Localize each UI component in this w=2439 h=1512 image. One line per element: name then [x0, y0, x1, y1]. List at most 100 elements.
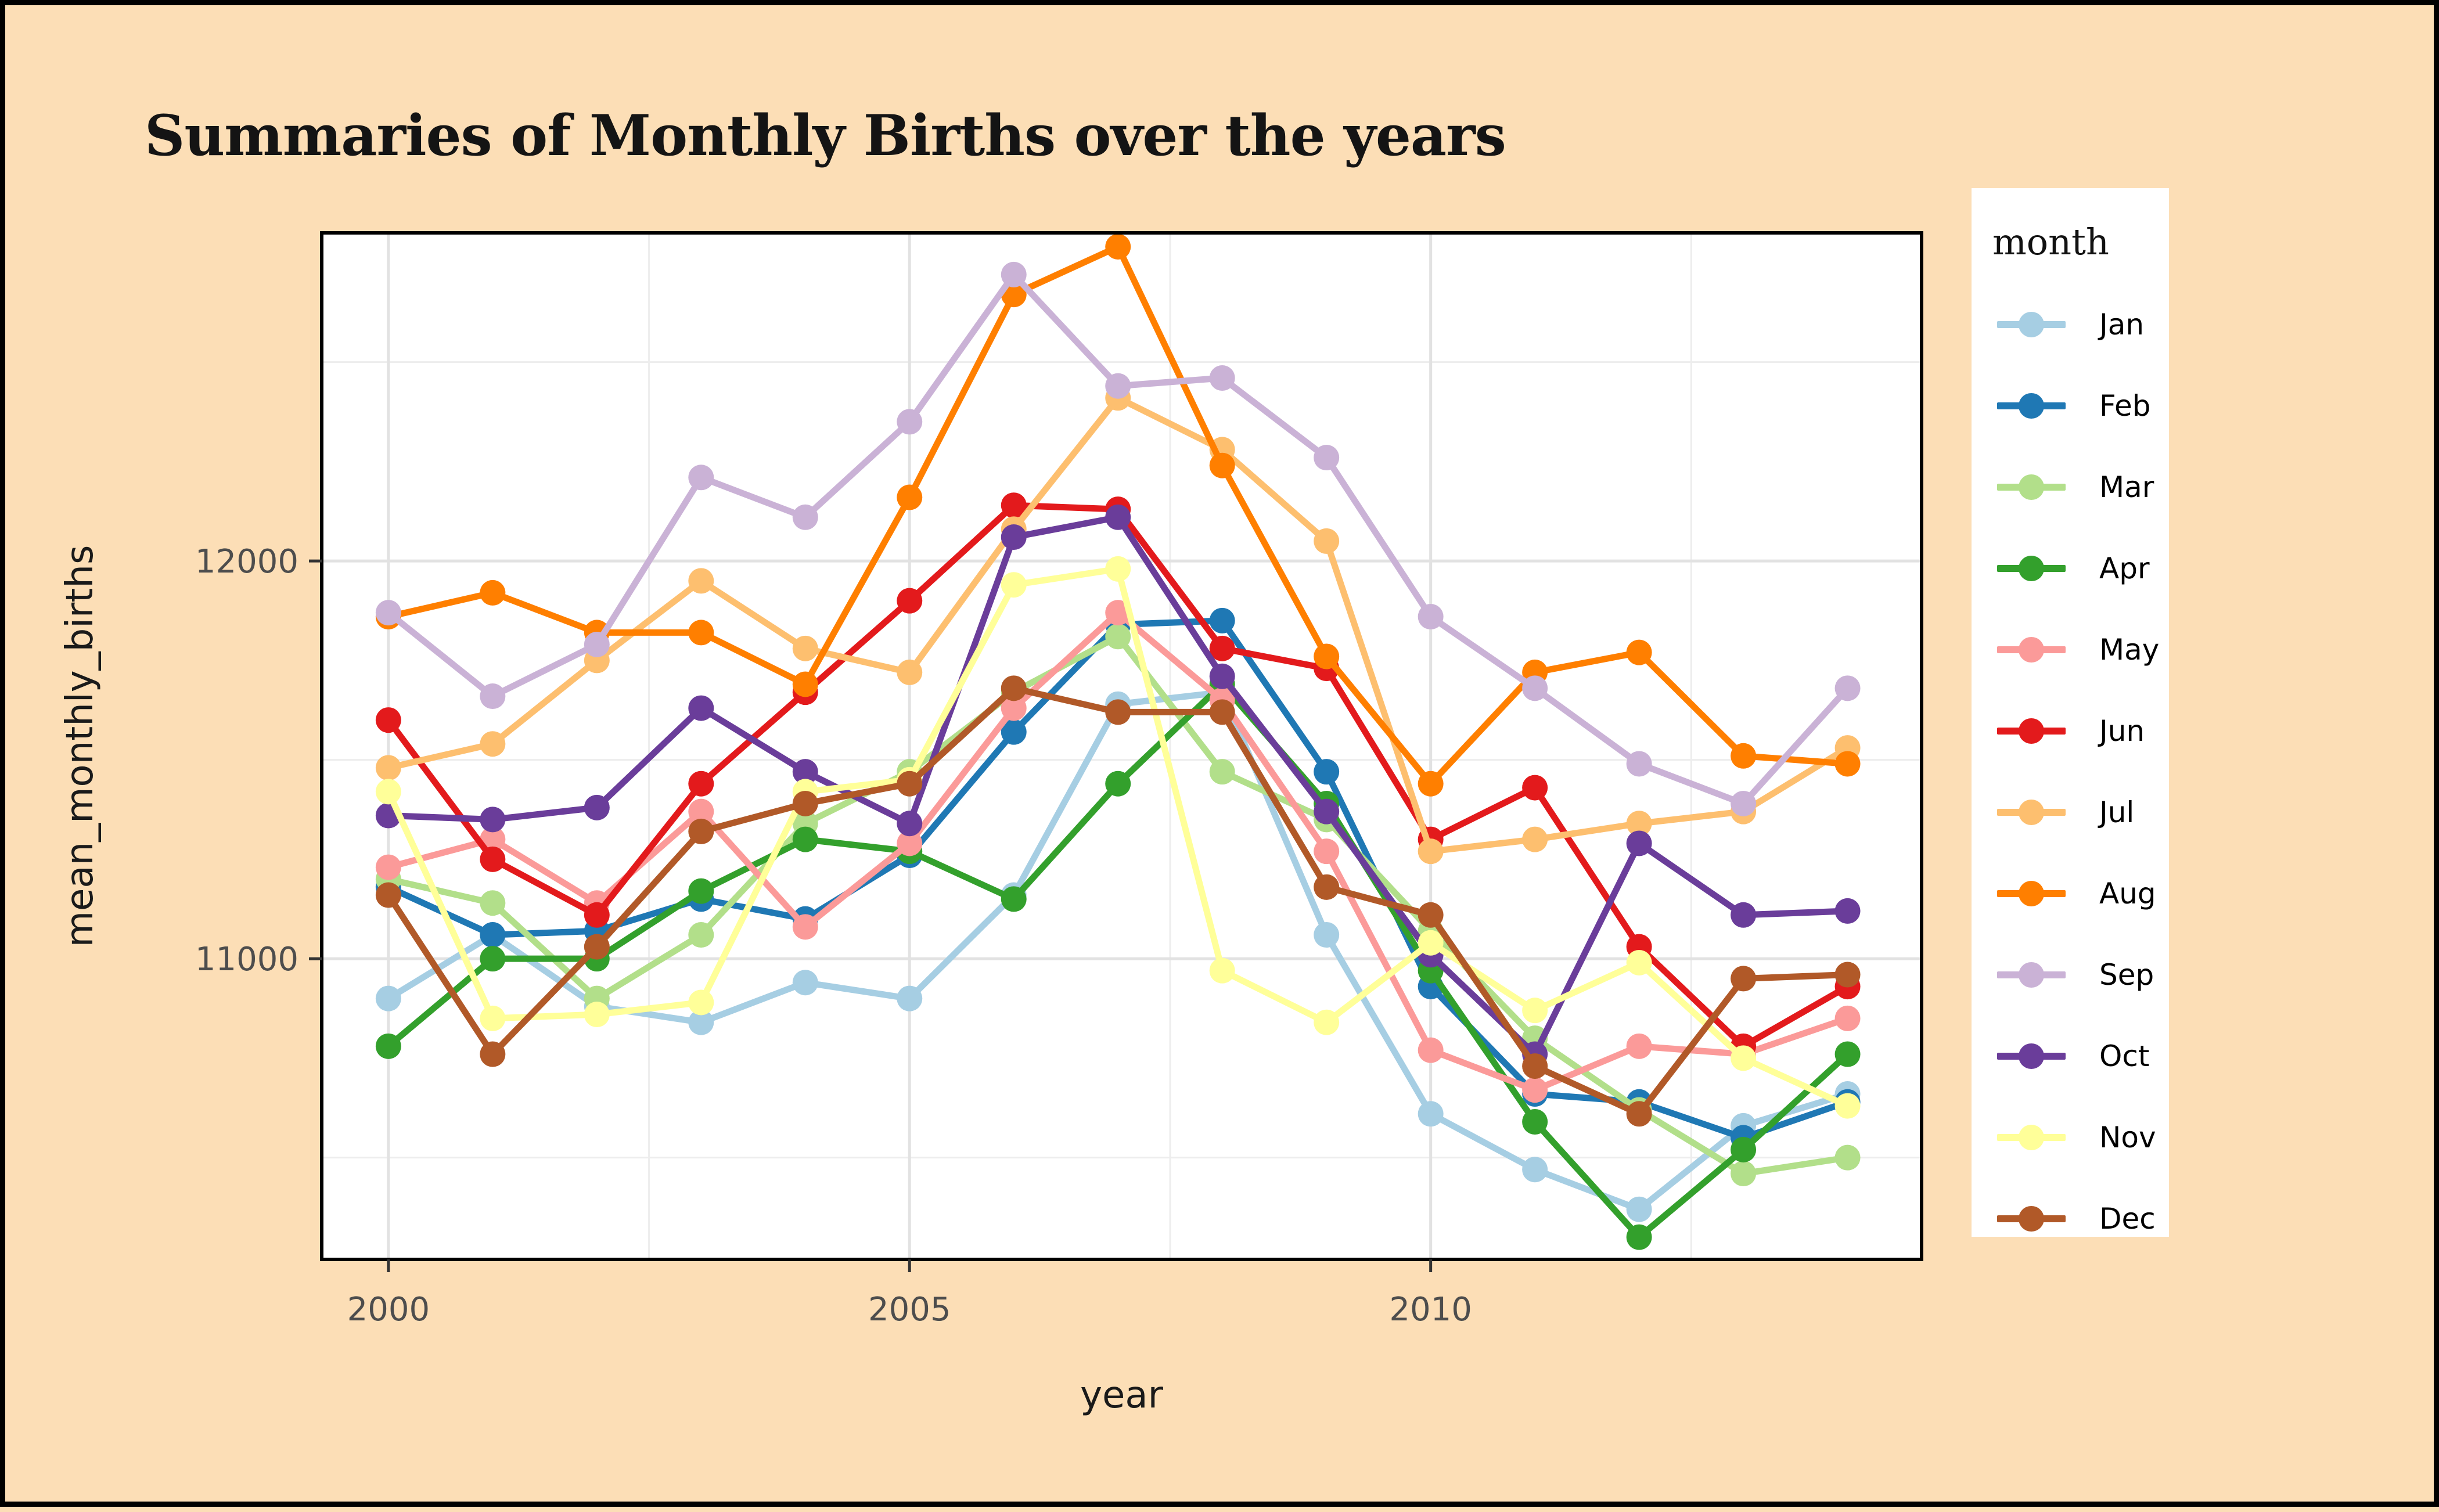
series-point-jun — [897, 588, 923, 614]
y-axis-title: mean_monthly_births — [59, 545, 102, 948]
legend-item-label: Jul — [2099, 795, 2135, 829]
series-point-sep — [480, 683, 506, 710]
series-point-nov — [480, 1005, 506, 1031]
series-point-nov — [1314, 1009, 1340, 1035]
series-point-jan — [1626, 1196, 1652, 1222]
legend-item-label: Oct — [2099, 1039, 2150, 1073]
legend-item-label: Nov — [2099, 1121, 2156, 1154]
series-point-jul — [792, 635, 818, 661]
series-point-jan — [688, 1009, 714, 1035]
series-point-apr — [480, 946, 506, 972]
legend-key-icon — [1997, 772, 2066, 853]
series-point-dec — [1314, 874, 1340, 900]
series-point-jul — [1626, 811, 1652, 837]
chart-title: Summaries of Monthly Births over the yea… — [145, 103, 1506, 168]
series-point-apr — [1731, 1136, 1757, 1162]
series-point-dec — [1418, 902, 1444, 928]
series-point-mar — [1209, 759, 1235, 785]
series-point-apr — [375, 1033, 401, 1059]
series-point-may — [1105, 600, 1131, 626]
series-point-sep — [688, 465, 714, 491]
series-point-dec — [897, 771, 923, 797]
series-point-jul — [688, 568, 714, 594]
series-point-nov — [688, 989, 714, 1016]
series-point-nov — [1418, 930, 1444, 956]
x-tick-label: 2000 — [347, 1291, 430, 1329]
series-point-apr — [1001, 886, 1027, 912]
legend-item-label: Dec — [2099, 1202, 2156, 1236]
legend-key-dot — [2019, 1043, 2044, 1069]
series-point-nov — [1731, 1045, 1757, 1071]
series-point-apr — [1626, 1224, 1652, 1250]
series-point-mar — [688, 922, 714, 948]
series-point-sep — [584, 631, 610, 657]
series-point-dec — [375, 882, 401, 908]
series-point-dec — [792, 790, 818, 816]
legend-key-dot — [2019, 881, 2044, 906]
series-point-may — [1626, 1033, 1652, 1059]
series-point-nov — [1209, 957, 1235, 984]
legend-items: Jan Feb Mar Apr May Jun Jul Aug Sep Oct Nov Dec — [1992, 284, 2169, 1259]
series-point-may — [897, 830, 923, 856]
legend-key-dot — [2019, 962, 2044, 988]
legend-item-label: May — [2099, 633, 2160, 667]
series-point-apr — [792, 826, 818, 852]
series-point-nov — [1522, 998, 1548, 1024]
legend-key-icon — [1997, 1016, 2066, 1097]
series-point-feb — [1314, 759, 1340, 785]
series-point-aug — [688, 620, 714, 646]
legend-key-icon — [1997, 853, 2066, 934]
series-point-oct — [1731, 902, 1757, 928]
panel-border — [320, 231, 1923, 1261]
series-point-feb — [480, 922, 506, 948]
series-point-sep — [897, 409, 923, 435]
series-point-sep — [1314, 445, 1340, 471]
series-point-oct — [1105, 504, 1131, 530]
series-point-aug — [1209, 452, 1235, 478]
series-point-oct — [1209, 663, 1235, 689]
series-point-may — [792, 914, 818, 940]
legend-item-label: Jun — [2099, 714, 2145, 748]
series-point-feb — [1001, 719, 1027, 745]
series-point-may — [1522, 1077, 1548, 1103]
legend-item-label: Mar — [2099, 470, 2154, 504]
legend-title: month — [1992, 221, 2109, 263]
y-tick-label: 12000 — [195, 543, 298, 581]
legend-key-dot — [2019, 637, 2044, 663]
series-point-mar — [1731, 1161, 1757, 1187]
series-point-dec — [1731, 966, 1757, 992]
series-point-may — [1418, 1037, 1444, 1063]
series-point-jun — [480, 846, 506, 872]
series-point-nov — [1834, 1093, 1861, 1119]
series-point-dec — [1522, 1053, 1548, 1079]
legend-item-feb: Feb — [1992, 365, 2169, 447]
legend-item-may: May — [1992, 609, 2169, 690]
series-point-jan — [1418, 1101, 1444, 1127]
series-point-jun — [688, 771, 714, 797]
series-point-jan — [375, 985, 401, 1011]
series-point-sep — [1418, 604, 1444, 630]
legend-key-dot — [2019, 474, 2044, 500]
legend-key-icon — [1997, 528, 2066, 609]
series-point-sep — [1731, 790, 1757, 816]
series-point-jun — [584, 902, 610, 928]
legend-key-icon — [1997, 1178, 2066, 1259]
series-point-may — [688, 798, 714, 825]
series-point-may — [1314, 838, 1340, 865]
series-point-dec — [584, 934, 610, 960]
series-point-dec — [1001, 675, 1027, 701]
series-point-sep — [1209, 365, 1235, 391]
plot-area: 11000 12000 2000 2005 2010 year mean_monthly_b… — [59, 231, 1923, 1417]
series-point-apr — [1834, 1041, 1861, 1067]
series-point-apr — [688, 878, 714, 904]
series-point-jun — [1522, 775, 1548, 801]
legend-key-icon — [1997, 447, 2066, 528]
series-point-jan — [897, 985, 923, 1011]
series-point-oct — [897, 811, 923, 837]
series-point-mar — [480, 890, 506, 916]
legend-item-jun: Jun — [1992, 690, 2169, 772]
legend-key-icon — [1997, 690, 2066, 772]
legend-key-icon — [1997, 609, 2066, 690]
series-point-jul — [375, 755, 401, 781]
legend-item-nov: Nov — [1992, 1097, 2169, 1178]
